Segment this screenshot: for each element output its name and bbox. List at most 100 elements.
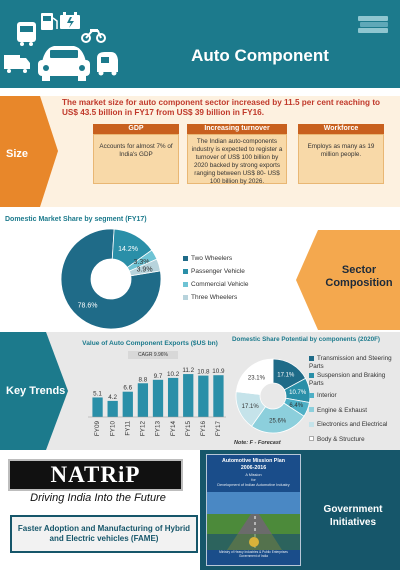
motorcycle-icon	[81, 29, 106, 43]
legend-swatch	[183, 281, 188, 287]
legend-label: Passenger Vehicle	[191, 268, 245, 275]
bar-category-label: FY15	[185, 421, 192, 437]
bar-category-label: FY17	[215, 421, 222, 437]
plan-foot-line: Government of India	[239, 554, 268, 558]
gdp-box-text: Accounts for almost 7% of India's GDP	[93, 134, 179, 184]
size-lead-text: The market size for auto component secto…	[62, 98, 381, 117]
legend-item: Suspension and Braking Parts	[309, 372, 399, 387]
legend-item: Three Wheelers	[183, 294, 248, 301]
legend-item: Two Wheelers	[183, 255, 248, 262]
legend-label: Suspension and Braking Parts	[309, 372, 386, 387]
bar-value-label: 10.8	[197, 369, 210, 376]
donut-slice	[235, 358, 274, 395]
legend-swatch	[183, 294, 188, 300]
government-label-line: Government	[323, 504, 383, 515]
bar	[198, 375, 209, 417]
page-title: Auto Component	[191, 46, 329, 65]
bar-value-label: 6.6	[123, 385, 132, 392]
bar	[152, 379, 164, 417]
workforce-box-text: Employs as many as 19 million people.	[298, 134, 384, 184]
battery-icon	[60, 12, 80, 29]
legend-label: Engine & Exhaust	[317, 406, 368, 414]
donut-slice	[60, 228, 162, 330]
market-share-title: Domestic Market Share by segment (FY17)	[5, 216, 147, 223]
slice-value-label: 10.7%	[289, 390, 307, 396]
bar-category-label: FY09	[94, 421, 101, 437]
bar	[92, 397, 103, 417]
plan-title: Automotive Mission Plan 2006-2016	[207, 458, 300, 471]
plan-title-line: Automotive Mission Plan	[222, 458, 285, 464]
gdp-box-header: GDP	[93, 124, 179, 134]
auto-rickshaw-icon	[97, 52, 118, 76]
bar-category-label: FY16	[200, 421, 207, 437]
cagr-label: CAGR 9.96%	[128, 351, 178, 359]
government-label-line: Initiatives	[329, 517, 377, 528]
size-label-block	[0, 96, 58, 207]
legend-swatch	[309, 355, 314, 361]
bar-category-label: FY12	[140, 421, 147, 437]
bar-category-label: FY14	[170, 421, 177, 437]
fame-box: Faster Adoption and Manufacturing of Hyb…	[10, 515, 198, 553]
legend-item: Passenger Vehicle	[183, 268, 248, 275]
market-share-legend: Two Wheelers Passenger Vehicle Commercia…	[183, 255, 248, 301]
bar	[107, 400, 118, 417]
bar-value-label: 4.2	[108, 394, 117, 401]
legend-item: Commercial Vehicle	[183, 281, 248, 288]
bar	[167, 377, 179, 417]
fuel-pump-icon	[41, 13, 58, 30]
plan-sub-line: Development of Indian Automotive Industr…	[217, 483, 290, 487]
legend-label: Body & Structure	[317, 435, 365, 443]
legend-swatch	[183, 255, 188, 261]
bar-value-label: 10.9	[212, 368, 225, 375]
slice-value-label: 78.6%	[78, 302, 98, 309]
gdp-box: GDP Accounts for almost 7% of India's GD…	[93, 124, 179, 184]
legend-item: Interior	[309, 392, 399, 400]
bar	[122, 391, 133, 417]
composition-label-line: Sector	[341, 264, 377, 276]
plan-sub-line: for	[251, 478, 256, 482]
share-potential-title: Domestic Share Potential by components (…	[232, 336, 381, 343]
legend-item: Engine & Exhaust	[309, 407, 399, 415]
forecast-note: Note: F - Forecast	[234, 440, 281, 446]
bar-value-label: 11.2	[182, 367, 194, 374]
books-icon	[358, 16, 388, 33]
slice-value-label: 6.4%	[289, 403, 303, 409]
natrip-logo-text: NATRiP	[50, 462, 141, 487]
legend-label: Transmission and Steering Parts	[309, 355, 392, 370]
legend-swatch	[309, 421, 314, 427]
bar	[213, 375, 224, 417]
composition-label-block	[296, 230, 400, 330]
bar-value-label: 9.7	[154, 373, 163, 380]
slice-value-label: 23.1%	[248, 375, 266, 381]
slice-value-label: 14.2%	[118, 246, 138, 253]
legend-item: Electronics and Electrical	[309, 421, 399, 429]
plan-cover-image	[207, 492, 300, 550]
car-icon	[38, 46, 90, 81]
slice-value-label: 3.3%	[134, 259, 150, 266]
plan-footer: Ministry of Heavy Industries & Public En…	[207, 550, 300, 558]
legend-label: Two Wheelers	[191, 255, 233, 262]
natrip-tagline: Driving India Into the Future	[30, 492, 166, 504]
legend-swatch	[183, 268, 188, 274]
turnover-box: Increasing turnover The Indian auto-comp…	[187, 124, 287, 185]
composition-label: Sector Composition	[318, 264, 400, 290]
plan-sub-line: A Mission	[245, 473, 262, 477]
exports-bar-chart: 5.1 FY09 4.2 FY10 6.6 FY11 8.8 FY12 9.7 FY13 10.2 F…	[88, 367, 226, 437]
bar-category-label: FY13	[155, 421, 162, 437]
exports-chart-title: Value of Auto Component Exports ($US bn)	[82, 340, 218, 347]
truck-icon	[4, 55, 30, 73]
legend-swatch	[309, 436, 314, 442]
legend-label: Three Wheelers	[191, 294, 238, 301]
bar-category-label: FY10	[109, 421, 116, 437]
market-share-donut: 78.6% 14.2% 3.3%3.9%	[60, 228, 162, 330]
legend-swatch	[309, 392, 314, 398]
bar-value-label: 5.1	[93, 390, 102, 397]
composition-label-line: Composition	[325, 277, 393, 289]
slice-value-label: 25.6%	[269, 419, 287, 425]
bar-value-label: 10.2	[167, 371, 180, 378]
plan-foot-line: Ministry of Heavy Industries & Public En…	[219, 550, 288, 554]
donut-slice	[128, 258, 161, 277]
slice-value-label: 17.1%	[242, 404, 260, 410]
header-icons	[4, 12, 388, 81]
plan-title-line: 2006-2016	[240, 464, 267, 471]
